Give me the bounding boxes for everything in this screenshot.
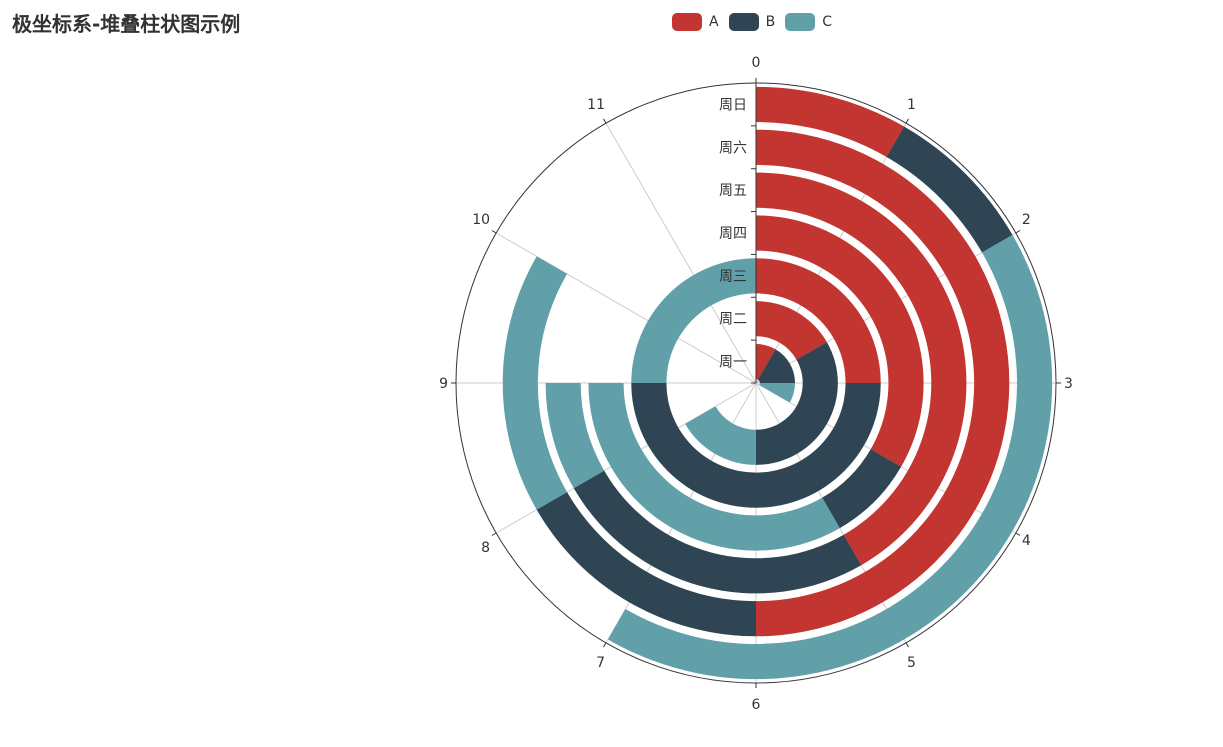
angle-tick [603, 642, 607, 648]
legend-item-b[interactable]: B [728, 13, 776, 31]
angle-tick-label-6: 6 [752, 697, 761, 713]
legend-swatch-c [785, 13, 816, 31]
angle-tick-label-1: 1 [907, 97, 916, 113]
angle-tick-label-8: 8 [481, 540, 490, 556]
bar-c-2[interactable] [685, 406, 756, 465]
bar-b-6[interactable] [536, 492, 756, 637]
radius-tick-label-1: 周一 [719, 355, 747, 371]
legend-label-c: C [822, 14, 832, 30]
legend: A B C [672, 13, 832, 31]
bar-b-5[interactable] [573, 470, 862, 594]
angle-tick-label-2: 2 [1022, 212, 1031, 228]
bar-c-4[interactable] [588, 383, 840, 551]
legend-item-a[interactable]: A [672, 13, 719, 31]
bar-b-3[interactable] [631, 383, 881, 508]
bar-a-2[interactable] [756, 301, 827, 360]
bar-a-7[interactable] [756, 86, 905, 157]
legend-label-a: A [709, 14, 719, 30]
angle-tick-label-11: 11 [587, 97, 605, 113]
radius-tick-label-3: 周三 [719, 269, 747, 285]
legend-label-b: B [765, 14, 776, 30]
radius-tick-label-7: 周日 [719, 97, 747, 113]
angle-tick [491, 532, 497, 536]
angle-tick [1015, 532, 1021, 536]
angle-split-line [495, 232, 757, 384]
axes: 0 1 2 3 4 5 6 7 8 9 10 11 周一 周二 周三 周四 周五 周六 周日 [439, 55, 1073, 713]
bar-c-7[interactable] [607, 234, 1053, 680]
bar-a-3[interactable] [756, 258, 881, 383]
bar-c-3[interactable] [631, 258, 756, 383]
bar-c-5[interactable] [545, 383, 605, 489]
bar-a-4[interactable] [756, 215, 924, 467]
bar-a-1[interactable] [756, 344, 776, 380]
bar-b-1[interactable] [757, 349, 795, 383]
angle-tick-label-10: 10 [472, 212, 490, 228]
chart-title: 极坐标系-堆叠柱状图示例 [12, 12, 241, 36]
bar-segments [502, 86, 1053, 680]
bar-c-6[interactable] [502, 256, 568, 510]
angle-tick-label-9: 9 [439, 376, 448, 392]
angle-tick-label-3: 3 [1064, 376, 1073, 392]
angle-tick-label-4: 4 [1022, 533, 1031, 549]
bar-b-2[interactable] [756, 342, 838, 465]
bar-a-5[interactable] [756, 172, 967, 566]
angle-tick-label-5: 5 [907, 655, 916, 671]
angle-split-line [605, 122, 757, 384]
bar-a-6[interactable] [756, 129, 1010, 637]
angle-tick-label-0: 0 [752, 55, 761, 71]
angle-tick-label-7: 7 [596, 655, 605, 671]
legend-swatch-a [672, 13, 702, 31]
angle-tick [603, 118, 607, 124]
radius-tick-label-5: 周五 [719, 183, 747, 199]
radius-tick-label-2: 周二 [719, 312, 747, 328]
angle-tick [1015, 230, 1021, 234]
bar-b-4[interactable] [822, 449, 902, 529]
bar-b-7[interactable] [886, 126, 1013, 253]
bar-c-1[interactable] [759, 383, 795, 403]
angle-tick [491, 230, 497, 234]
radius-tick-label-4: 周四 [719, 226, 747, 242]
angle-tick [905, 118, 909, 124]
radius-tick-label-6: 周六 [719, 140, 747, 156]
legend-item-c[interactable]: C [785, 13, 832, 31]
angle-tick [905, 642, 909, 648]
legend-swatch-b [728, 13, 759, 31]
